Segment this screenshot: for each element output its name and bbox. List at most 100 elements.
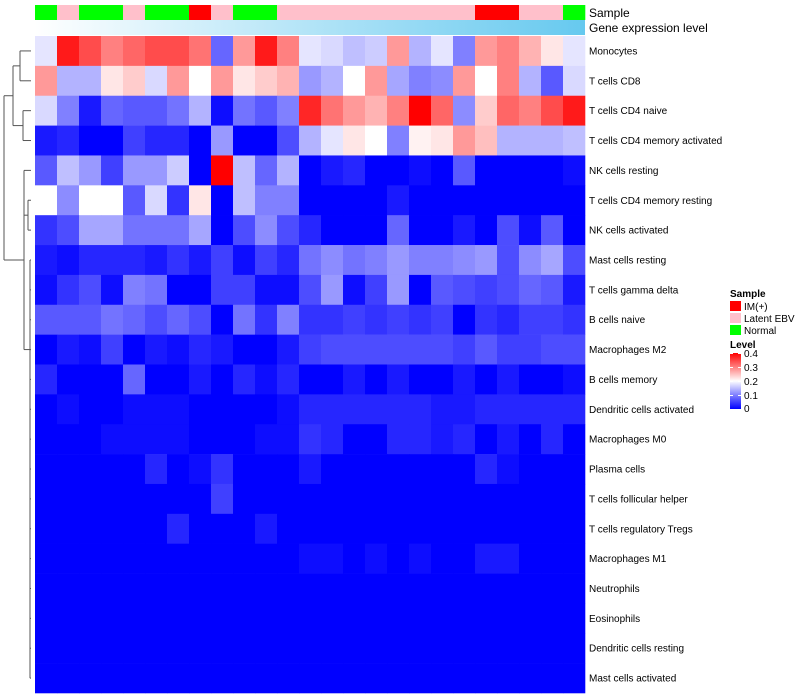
heatmap-cell [299, 155, 322, 186]
heatmap-cell [277, 185, 300, 216]
heatmap-cell [541, 334, 564, 365]
heatmap-cell [299, 95, 322, 126]
heatmap-cell [475, 36, 498, 67]
heatmap-cell [475, 215, 498, 246]
heatmap-cell [497, 125, 520, 156]
heatmap-cell [453, 543, 476, 574]
row-label: T cells regulatory Tregs [589, 524, 693, 535]
heatmap-cell [541, 36, 564, 67]
heatmap-cell [189, 483, 212, 515]
level-ticks [730, 353, 741, 396]
heatmap-cell [563, 364, 586, 395]
heatmap-cell [35, 95, 58, 126]
heatmap-cell [35, 633, 58, 664]
sample-legend: Sample IM(+) Latent EBV Normal [730, 289, 795, 337]
heatmap-cell [497, 663, 520, 694]
heatmap-cell [453, 633, 476, 664]
heatmap-cell [167, 125, 190, 156]
heatmap-cell [453, 125, 476, 156]
heatmap-cell [343, 245, 366, 276]
heatmap-cell [519, 95, 542, 126]
heatmap-cell [563, 663, 586, 694]
heatmap-cell [35, 483, 58, 515]
heatmap-cell [123, 543, 146, 574]
heatmap-cell [233, 95, 256, 126]
heatmap-cell [189, 364, 212, 395]
heatmap-cell [101, 185, 124, 216]
legend-swatch-latent-ebv [730, 313, 741, 323]
heatmap-cell [299, 245, 322, 276]
row-label: T cells CD4 memory resting [589, 196, 712, 207]
heatmap-cell [453, 364, 476, 395]
heatmap-cell [123, 483, 146, 515]
heatmap-cell [277, 215, 300, 246]
heatmap-cell [409, 185, 432, 216]
heatmap-cell [123, 65, 146, 97]
heatmap-cell [79, 95, 102, 126]
heatmap-cell [277, 245, 300, 276]
heatmap-cell [57, 483, 80, 515]
heatmap-cell [277, 65, 300, 97]
heatmap-cell [541, 513, 564, 544]
heatmap-cell [255, 573, 278, 604]
heatmap-cell [387, 394, 410, 425]
heatmap-cell [167, 483, 190, 515]
heatmap-cell [123, 334, 146, 365]
level-tick-0-1: 0.1 [744, 391, 758, 402]
heatmap-cell [277, 95, 300, 126]
heatmap-cell [431, 573, 454, 604]
heatmap-cell [409, 334, 432, 365]
heatmap-cell [563, 304, 586, 335]
heatmap-cell [57, 274, 80, 306]
heatmap-cell [101, 274, 124, 306]
heatmap-cell [321, 603, 344, 634]
heatmap-cell [101, 364, 124, 395]
heatmap-cell [321, 155, 344, 186]
heatmap-cell [497, 454, 520, 485]
heatmap-cell [101, 394, 124, 425]
row-label: T cells CD4 memory activated [589, 136, 722, 147]
heatmap-cell [167, 304, 190, 335]
heatmap-cell [431, 663, 454, 694]
expression-annotation-bar [35, 20, 585, 35]
heatmap-cell [79, 125, 102, 156]
row-label: T cells CD4 naive [589, 106, 668, 117]
heatmap-cell [233, 215, 256, 246]
heatmap-cell [79, 364, 102, 395]
heatmap-cell [255, 125, 278, 156]
heatmap-cell [321, 65, 344, 97]
heatmap-cell [57, 454, 80, 485]
heatmap-cell [255, 334, 278, 365]
heatmap-cell [145, 274, 168, 306]
heatmap-cell [519, 65, 542, 97]
heatmap-cell [431, 513, 454, 544]
heatmap-cell [211, 633, 234, 664]
heatmap-cell [563, 424, 586, 455]
heatmap-cell [211, 603, 234, 634]
heatmap-cell [519, 483, 542, 515]
heatmap-cell [189, 215, 212, 246]
heatmap-cell [211, 65, 234, 97]
heatmap-cell [519, 304, 542, 335]
heatmap-cell [497, 36, 520, 67]
heatmap-cell [277, 125, 300, 156]
heatmap-cell [255, 424, 278, 455]
heatmap-cell [35, 543, 58, 574]
heatmap-cell [541, 215, 564, 246]
heatmap-cell [145, 364, 168, 395]
legend-label-im: IM(+) [744, 302, 768, 313]
heatmap-cell [145, 95, 168, 126]
heatmap-cell [387, 483, 410, 515]
heatmap-cell [365, 304, 388, 335]
heatmap-cell [123, 215, 146, 246]
heatmap-cell [387, 215, 410, 246]
heatmap-cell [79, 245, 102, 276]
heatmap-cell [299, 274, 322, 306]
heatmap-cell [321, 573, 344, 604]
heatmap-cell [79, 483, 102, 515]
heatmap-cell [519, 125, 542, 156]
heatmap-cell [145, 543, 168, 574]
row-label: Dendritic cells activated [589, 405, 694, 416]
legend-label-latent-ebv: Latent EBV [744, 314, 795, 325]
